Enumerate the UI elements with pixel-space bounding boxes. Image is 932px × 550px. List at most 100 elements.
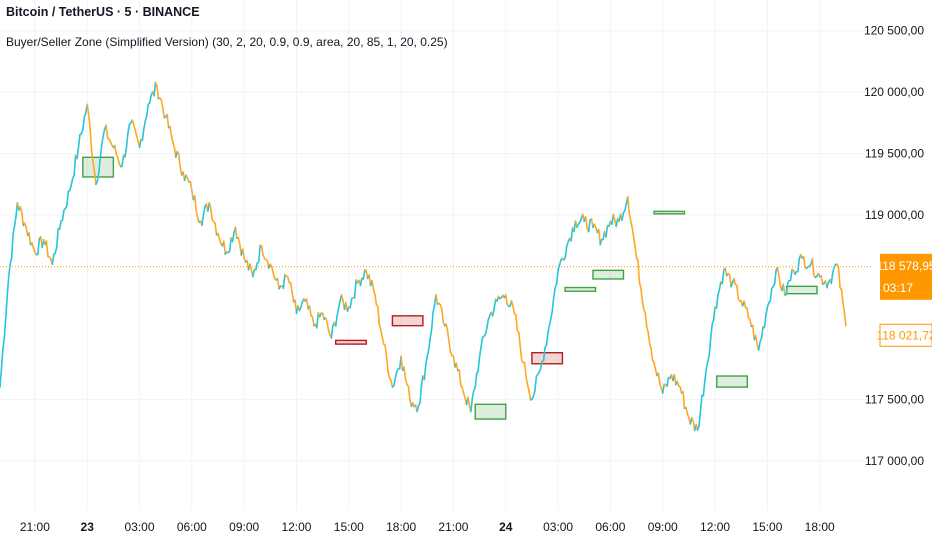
down-candle xyxy=(842,301,846,314)
up-candle xyxy=(708,337,712,357)
up-candle xyxy=(96,171,100,182)
up-candle xyxy=(427,337,431,351)
up-candle xyxy=(605,224,609,238)
up-candle xyxy=(349,297,353,309)
up-candle xyxy=(99,144,103,159)
candle-layer xyxy=(0,81,847,432)
down-candle xyxy=(840,288,844,304)
down-candle xyxy=(724,267,728,277)
up-candle xyxy=(704,367,708,382)
down-candle xyxy=(648,342,652,350)
chart-grid xyxy=(0,0,872,510)
down-candle xyxy=(679,386,683,394)
up-candle xyxy=(718,281,722,291)
up-candle xyxy=(545,332,549,346)
up-candle xyxy=(550,310,554,321)
bar-countdown: 03:17 xyxy=(883,281,913,295)
down-candle xyxy=(87,113,91,130)
down-candle xyxy=(195,209,199,219)
down-candle xyxy=(752,324,756,341)
up-candle xyxy=(125,132,129,149)
up-candle xyxy=(765,306,769,316)
up-candle xyxy=(763,314,767,329)
down-candle xyxy=(321,312,325,320)
down-candle xyxy=(627,195,631,215)
up-candle xyxy=(831,266,836,274)
down-candle xyxy=(629,219,634,229)
time-axis-background[interactable] xyxy=(0,510,872,550)
up-candle xyxy=(557,264,561,272)
down-candle xyxy=(631,226,635,238)
up-candle xyxy=(534,376,538,393)
down-candle xyxy=(628,212,632,222)
down-candle xyxy=(647,331,651,345)
price-axis[interactable]: 117 000,00 117 500,00 119 000,00 119 500,00… xyxy=(864,24,924,468)
x-tick-label: 12:00 xyxy=(281,520,311,534)
seller-zone xyxy=(391,315,424,327)
up-candle xyxy=(70,177,74,187)
down-candle xyxy=(276,277,280,290)
up-candle xyxy=(429,328,433,339)
up-candle xyxy=(148,94,152,104)
x-tick-label: 21:00 xyxy=(20,520,50,534)
up-candle xyxy=(5,294,9,318)
down-candle xyxy=(782,283,786,296)
up-candle xyxy=(257,244,261,264)
up-candle xyxy=(548,318,552,327)
up-candle xyxy=(100,135,104,146)
time-axis[interactable]: 21:00 23 03:00 06:00 09:00 12:00 15:00 18:00 21:… xyxy=(20,520,835,534)
down-candle xyxy=(131,119,135,126)
down-candle xyxy=(169,125,173,137)
down-candle xyxy=(458,369,462,387)
up-candle xyxy=(420,374,424,387)
down-candle xyxy=(736,284,740,300)
down-candle xyxy=(455,362,459,372)
up-candle xyxy=(121,154,125,167)
down-candle xyxy=(305,298,309,310)
x-tick-label: 06:00 xyxy=(595,520,625,534)
down-candle xyxy=(676,380,680,387)
down-candle xyxy=(640,287,644,302)
down-candle xyxy=(134,129,138,137)
up-candle xyxy=(555,269,559,285)
down-candle xyxy=(371,279,375,291)
x-tick-label: 18:00 xyxy=(386,520,416,534)
buyer-zone xyxy=(564,286,597,292)
price-tags: 118 578,95 03:17 118 021,72 xyxy=(876,253,932,347)
up-candle xyxy=(153,81,157,97)
down-candle xyxy=(311,315,315,327)
down-candle xyxy=(837,267,841,289)
up-candle xyxy=(757,340,761,352)
down-candle xyxy=(177,153,182,169)
up-candle xyxy=(254,262,259,271)
indicator-legend[interactable]: Buyer/Seller Zone (Simplified Version) (… xyxy=(6,35,448,49)
down-candle xyxy=(638,281,642,289)
down-candle xyxy=(326,320,330,331)
up-candle xyxy=(493,298,497,310)
down-candle xyxy=(448,341,452,354)
up-candle xyxy=(98,157,102,174)
down-candle xyxy=(45,240,49,258)
up-candle xyxy=(9,257,13,265)
up-candle xyxy=(2,336,6,351)
down-candle xyxy=(160,99,164,109)
up-candle xyxy=(699,394,703,412)
up-candle xyxy=(826,281,830,289)
down-candle xyxy=(650,347,654,362)
symbol-title[interactable]: Bitcoin / TetherUS · 5 · BINANCE xyxy=(6,5,200,19)
up-candle xyxy=(470,397,474,413)
down-candle xyxy=(374,294,378,306)
up-candle xyxy=(316,311,320,329)
up-candle xyxy=(666,376,670,387)
down-candle xyxy=(31,242,35,249)
down-candle xyxy=(657,372,661,385)
up-candle xyxy=(228,237,232,252)
up-candle xyxy=(362,269,366,280)
down-candle xyxy=(89,128,93,151)
x-tick-label: 15:00 xyxy=(334,520,364,534)
x-tick-label: 21:00 xyxy=(438,520,468,534)
down-candle xyxy=(519,346,523,362)
down-candle xyxy=(518,331,522,348)
down-candle xyxy=(249,263,253,272)
